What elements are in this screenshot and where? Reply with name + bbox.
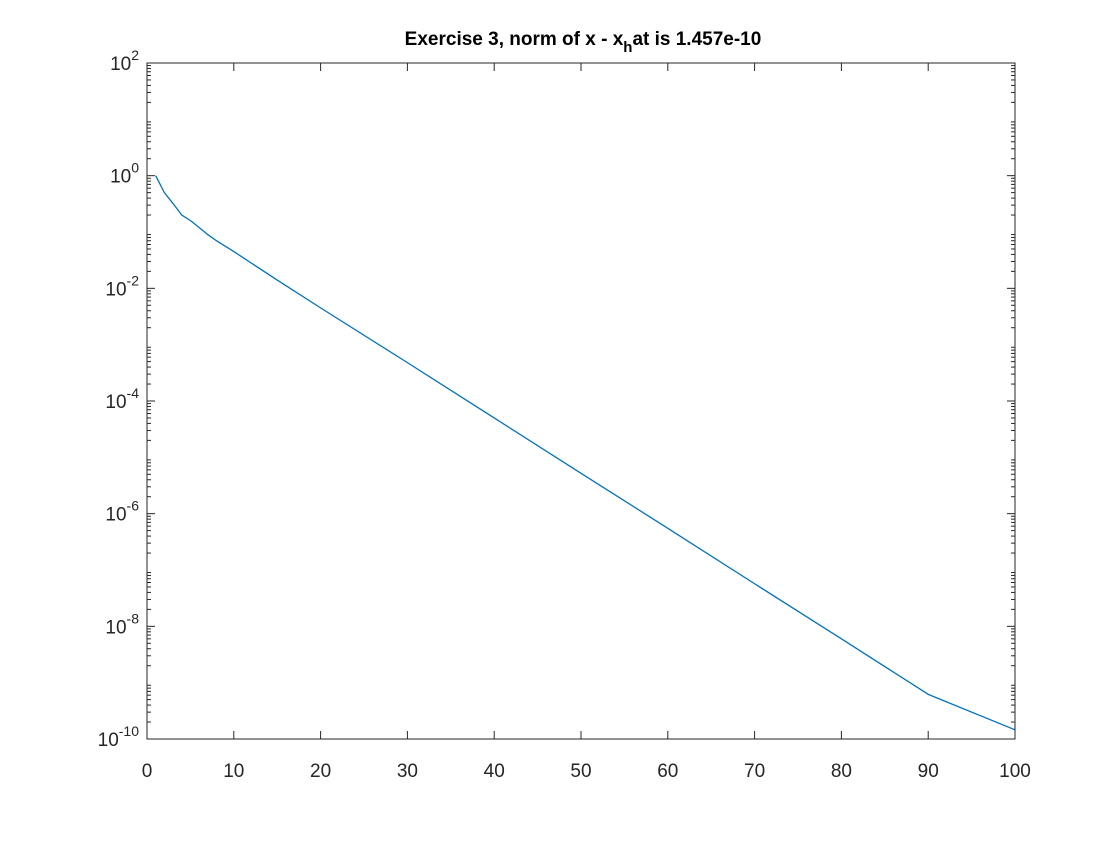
series-layer — [155, 175, 1016, 731]
y-tick-label-exponent: 0 — [131, 160, 139, 176]
y-tick-label-base: 10 — [110, 167, 131, 188]
y-minor-ticks — [147, 65, 1015, 723]
plot-area — [147, 63, 1015, 739]
y-tick-label: 102 — [110, 47, 139, 75]
y-tick-label-base: 10 — [110, 54, 131, 75]
x-tick-label: 30 — [397, 761, 418, 782]
y-tick-label: 10-2 — [105, 272, 139, 300]
y-tick-label-exponent: 2 — [131, 47, 139, 63]
y-tick-label: 10-8 — [105, 610, 139, 638]
chart-title: Exercise 3, norm of x - xhat is 1.457e-1… — [405, 29, 762, 56]
y-tick-label-base: 10 — [105, 392, 126, 413]
y-tick-label-base: 10 — [105, 279, 126, 300]
y-tick-label: 10-4 — [105, 385, 139, 413]
x-tick-label: 10 — [223, 761, 244, 782]
x-tick-labels: 0 10 20 30 40 50 60 70 80 90 100 — [142, 761, 1031, 782]
axes-box — [146, 62, 1016, 740]
x-tick-label: 60 — [657, 761, 678, 782]
y-tick-label-exponent: -10 — [119, 723, 139, 739]
series-line — [155, 175, 1016, 731]
x-tick-label: 100 — [999, 761, 1031, 782]
x-tick-label: 20 — [310, 761, 331, 782]
y-tick-label-exponent: -6 — [127, 498, 140, 514]
y-tick-label-exponent: -8 — [127, 610, 140, 626]
y-tick-label-exponent: -2 — [127, 272, 140, 288]
chart-title-subscript: h — [623, 39, 632, 56]
chart-title-main: Exercise 3, norm of x - x — [405, 29, 624, 50]
chart-title-rest: at is 1.457e-10 — [632, 29, 761, 50]
axes-background — [147, 63, 1015, 739]
x-tick-label: 40 — [484, 761, 505, 782]
x-tick-label: 80 — [831, 761, 852, 782]
y-tick-label: 10-10 — [98, 723, 140, 751]
y-tick-label: 100 — [110, 160, 139, 188]
y-tick-label: 10-6 — [105, 498, 139, 526]
x-tick-label: 50 — [570, 761, 591, 782]
x-tick-label: 90 — [918, 761, 939, 782]
y-tick-label-base: 10 — [105, 505, 126, 526]
x-tick-label: 0 — [142, 761, 153, 782]
y-tick-label-base: 10 — [98, 730, 119, 751]
y-tick-label-exponent: -4 — [127, 385, 140, 401]
x-tick-label: 70 — [744, 761, 765, 782]
y-tick-label-base: 10 — [105, 617, 126, 638]
